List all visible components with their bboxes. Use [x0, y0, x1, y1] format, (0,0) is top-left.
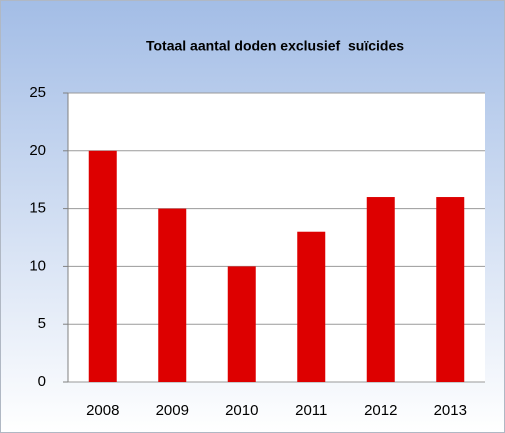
bar	[227, 266, 256, 382]
x-tick-label: 2010	[225, 402, 258, 419]
plot-area	[68, 93, 485, 382]
y-tick-label: 25	[29, 84, 46, 101]
y-tick-label: 10	[29, 257, 46, 274]
y-tick-label: 5	[38, 315, 46, 332]
x-tick-label: 2008	[86, 402, 119, 419]
chart-title: Totaal aantal doden exclusief suïcides	[146, 38, 404, 54]
y-tick-label: 15	[29, 200, 46, 217]
bar	[88, 150, 117, 382]
bar	[158, 208, 187, 382]
x-tick-label: 2012	[364, 402, 397, 419]
y-tick-label: 20	[29, 142, 46, 159]
y-tick-label: 0	[38, 373, 46, 390]
x-tick-label: 2013	[434, 402, 467, 419]
bar	[366, 197, 395, 382]
bar	[436, 197, 465, 382]
bar	[297, 231, 326, 382]
x-tick-label: 2011	[295, 402, 327, 419]
x-tick-label: 2009	[156, 402, 189, 419]
